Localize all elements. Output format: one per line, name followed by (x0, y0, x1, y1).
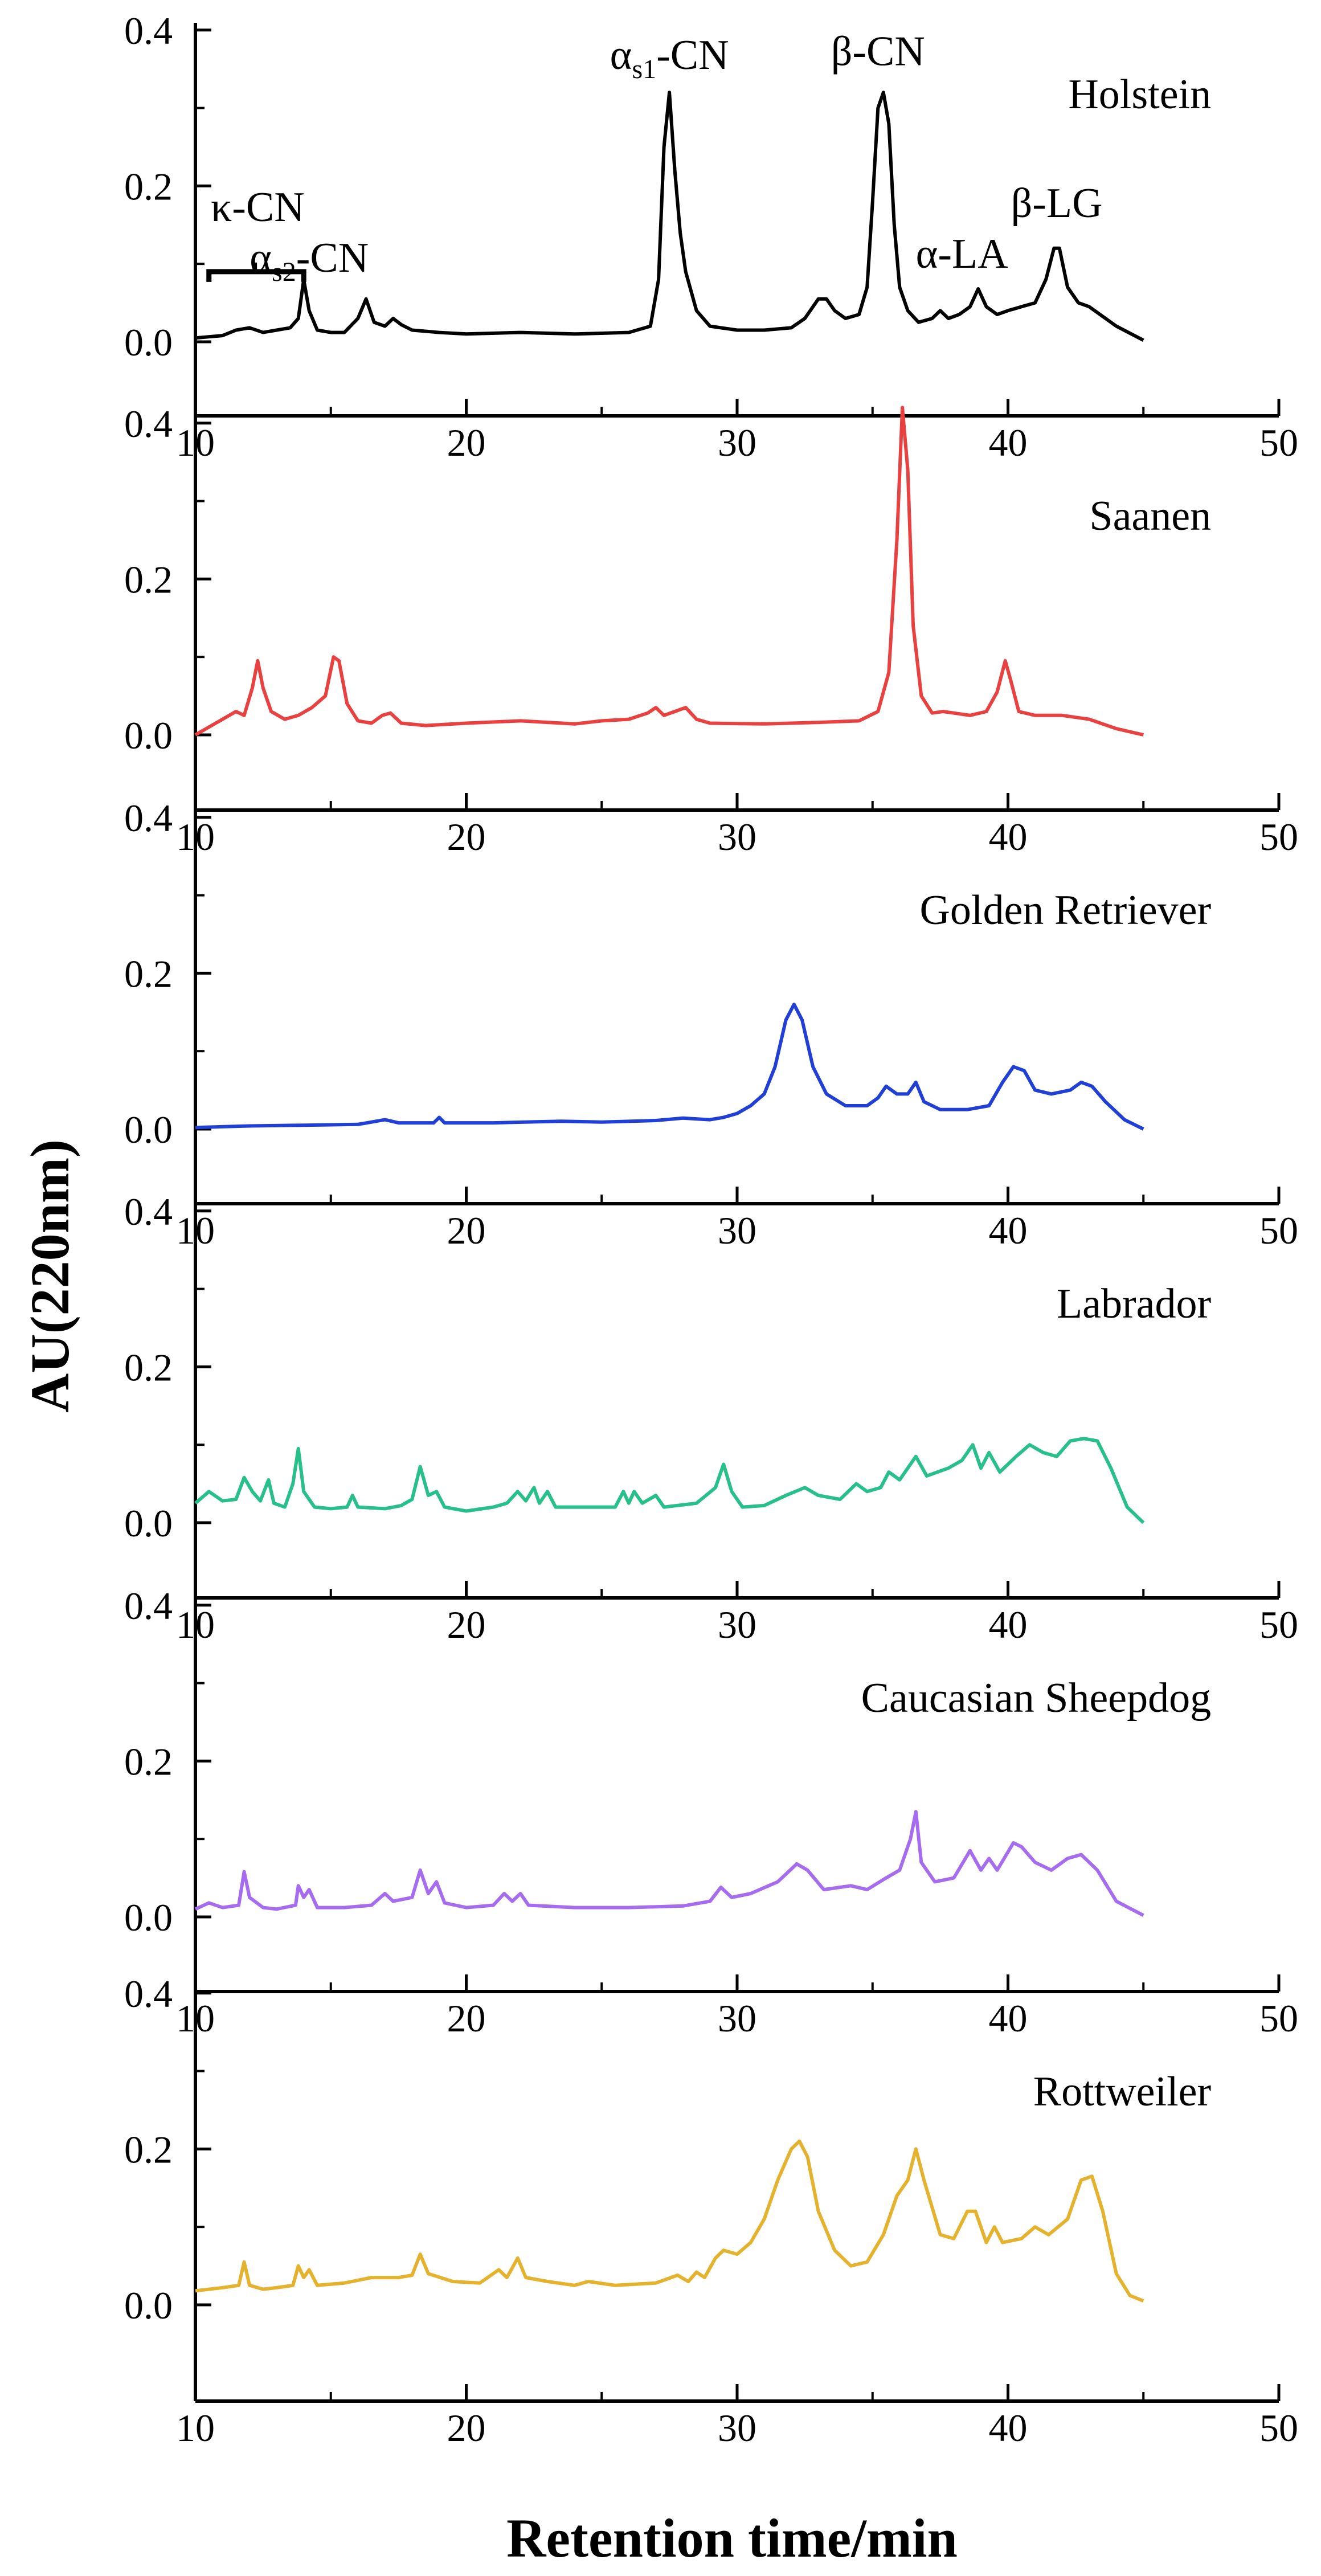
y-tick-label: 0.0 (124, 321, 173, 364)
y-tick-label: 0.4 (124, 1584, 173, 1628)
series-line (195, 1003, 1144, 1131)
panel-rottweiler: 0.0 0.2 0.4 10 20 30 40 50 Rottweiler (124, 1972, 1298, 2450)
x-tick-label: 40 (989, 1209, 1028, 1252)
series-line (194, 1437, 1145, 1524)
x-tick-label: 40 (989, 815, 1028, 858)
x-tick-label: 50 (1259, 1209, 1298, 1252)
y-tick-label: 0.4 (124, 1972, 173, 2015)
x-tick-label: 30 (718, 1603, 756, 1646)
peak-label: κ-CN (211, 184, 305, 231)
series-line (194, 1810, 1144, 1917)
x-tick-label: 20 (447, 815, 486, 858)
peak-label: αs2-CN (250, 235, 369, 287)
series-label: Holstein (1068, 71, 1211, 118)
x-tick-label: 50 (1259, 1997, 1298, 2040)
x-tick-label: 40 (989, 2406, 1028, 2450)
x-tick-label: 30 (718, 421, 756, 464)
peak-label: α-LA (916, 231, 1008, 277)
peak-label: β-LG (1011, 180, 1103, 227)
y-tick-label: 0.2 (124, 165, 173, 208)
y-tick-label: 0.4 (124, 9, 173, 52)
y-tick-label: 0.0 (124, 1108, 173, 1151)
panel-holstein: 0.00.20.410 20 30 40 50Holsteinκ-CNαs2-CNαs1… (124, 9, 1298, 464)
y-tick-label: 0.4 (124, 402, 173, 445)
y-tick-label: 0.4 (124, 1190, 173, 1233)
x-tick-label: 30 (718, 815, 756, 858)
series-line (194, 406, 1144, 737)
x-tick-label: 20 (447, 1997, 486, 2040)
x-tick-label: 30 (718, 1209, 756, 1252)
x-tick-label: 40 (989, 1603, 1028, 1646)
y-tick-label: 0.2 (124, 952, 173, 995)
series-label: Caucasian Sheepdog (861, 1675, 1211, 1722)
series-line (195, 91, 1144, 342)
x-tick-label: 50 (1259, 815, 1298, 858)
x-tick-label: 30 (718, 1997, 756, 2040)
series-label: Rottweiler (1033, 2068, 1211, 2115)
series-label: Labrador (1057, 1281, 1211, 1327)
x-tick-label: 20 (447, 1603, 486, 1646)
series-line (195, 2139, 1144, 2303)
y-tick-label: 0.0 (124, 2284, 173, 2327)
y-tick-label: 0.2 (124, 1346, 173, 1389)
x-tick-label: 10 (176, 2406, 215, 2450)
x-tick-label: 50 (1259, 2406, 1298, 2450)
y-tick-label: 0.0 (124, 1896, 173, 1939)
x-tick-label: 50 (1259, 421, 1298, 464)
x-tick-label: 50 (1259, 1603, 1298, 1646)
y-tick-label: 0.2 (124, 558, 173, 601)
y-tick-label: 0.0 (124, 714, 173, 757)
peak-label: β-CN (831, 28, 925, 75)
y-axis-title: AU(220nm) (19, 1139, 80, 1413)
y-tick-label: 0.4 (124, 796, 173, 840)
x-tick-label: 20 (447, 421, 486, 464)
x-tick-label: 30 (718, 2406, 756, 2450)
y-tick-label: 0.0 (124, 1502, 173, 1545)
x-tick-label: 20 (447, 2406, 486, 2450)
y-tick-label: 0.2 (124, 2128, 173, 2171)
peak-label: αs1-CN (610, 32, 729, 84)
x-axis-title: Retention time/min (506, 2508, 958, 2569)
y-tick-label: 0.2 (124, 1740, 173, 1783)
series-label: Saanen (1089, 493, 1211, 539)
x-tick-label: 40 (989, 1997, 1028, 2040)
series-label: Golden Retriever (919, 887, 1211, 934)
x-tick-label: 40 (989, 421, 1028, 464)
x-tick-label: 20 (447, 1209, 486, 1252)
